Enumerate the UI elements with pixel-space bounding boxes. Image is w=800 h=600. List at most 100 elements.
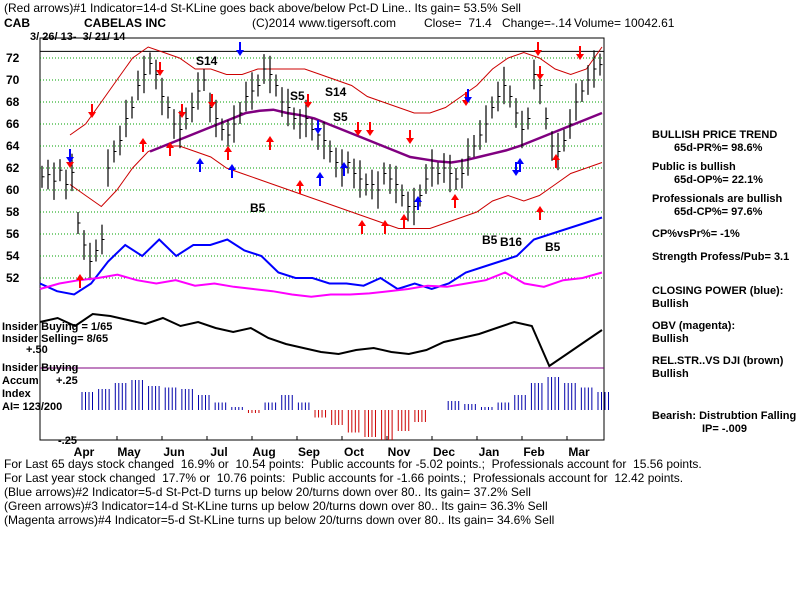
sell-arrow-icon <box>354 122 362 136</box>
buy-arrow-icon <box>296 180 304 194</box>
strength-value: Strength Profess/Pub= 3.1 <box>652 251 790 263</box>
sell-arrow-icon <box>536 66 544 80</box>
accum-label: Accum <box>2 375 39 387</box>
footer-65-day-change: For Last 65 days stock changed 16.9% or … <box>4 457 702 471</box>
indicator-2-description: (Blue arrows)#2 Indicator=5-d St-Pct-D t… <box>4 485 531 499</box>
buy-arrow-icon <box>340 162 348 176</box>
relstr-status: Bullish <box>652 368 689 380</box>
index-label: Index <box>2 388 31 400</box>
x-tick-label: Sep <box>298 445 320 459</box>
op-value: 65d-OP%= 22.1% <box>674 174 763 186</box>
buy-arrow-icon <box>196 158 204 172</box>
y-tick-label: 64 <box>6 139 20 153</box>
change-value: Change=-.14 <box>502 16 572 30</box>
buy-arrow-icon <box>228 164 236 178</box>
signal-label-s14: S14 <box>196 54 218 68</box>
sell-arrow-icon <box>178 104 186 118</box>
y-tick-label: 60 <box>6 183 20 197</box>
sell-arrow-icon <box>464 89 472 103</box>
sell-arrow-icon <box>366 122 374 136</box>
bearish-note: Bearish: Distrubtion Falling <box>652 410 797 422</box>
company-name: CABELAS INC <box>84 16 167 30</box>
x-tick-label: Feb <box>523 445 544 459</box>
ai-value: AI= 123/200 <box>2 401 63 413</box>
moving-average-line <box>149 108 603 164</box>
y-tick-label: 56 <box>6 227 20 241</box>
sell-arrow-icon <box>304 94 312 108</box>
insider-buying-count: Insider Buying = 1/65 <box>2 321 113 333</box>
close-value: Close= 71.4 <box>424 16 492 30</box>
relstr-title: REL.STR..VS DJI (brown) <box>652 355 784 367</box>
axis-label-plus25: +.25 <box>56 375 78 387</box>
sell-arrow-icon <box>236 42 244 56</box>
y-tick-label: 72 <box>6 51 20 65</box>
buy-arrow-icon <box>451 194 459 208</box>
cp-value: 65d-CP%= 97.6% <box>674 206 763 218</box>
buy-arrow-icon <box>76 274 84 288</box>
sell-arrow-icon <box>66 149 74 163</box>
axis-label-minus25: -.25 <box>58 435 77 447</box>
indicator-4-description: (Magenta arrows)#4 Indicator=5-d St-KLin… <box>4 513 555 527</box>
x-tick-label: Apr <box>74 445 95 459</box>
y-tick-label: 70 <box>6 73 20 87</box>
buy-arrow-icon <box>516 158 524 172</box>
signal-label-b16: B16 <box>500 235 522 249</box>
sell-arrow-icon <box>406 130 414 144</box>
buy-arrow-icon <box>266 136 274 150</box>
x-tick-label: May <box>117 445 141 459</box>
volume-value: Volume= 10042.61 <box>574 16 675 30</box>
buy-arrow-icon <box>139 138 147 152</box>
pros-title: Professionals are bullish <box>652 193 783 205</box>
sell-arrow-icon <box>534 42 542 56</box>
insider-buying-label: Insider Buying <box>2 362 79 374</box>
signal-label-s14: S14 <box>325 85 347 99</box>
pr-value: 65d-PR%= 98.6% <box>674 142 763 154</box>
indicator-1-description: (Red arrows)#1 Indicator=14-d St-KLine g… <box>4 1 521 15</box>
x-tick-label: Jan <box>479 445 500 459</box>
insider-selling-count: Insider Selling= 8/65 <box>2 333 109 345</box>
x-tick-label: Jun <box>163 445 184 459</box>
obv-title: OBV (magenta): <box>652 320 736 332</box>
public-title: Public is bullish <box>652 161 736 173</box>
x-tick-label: Nov <box>388 445 411 459</box>
upper-band-line <box>69 46 603 136</box>
y-tick-label: 52 <box>6 271 20 285</box>
buy-arrow-icon <box>536 206 544 220</box>
signal-label-s5: S5 <box>290 89 305 103</box>
obv-status: Bullish <box>652 333 689 345</box>
buy-arrow-icon <box>414 196 422 210</box>
footer-year-change: For Last year stock changed 17.7% or 10.… <box>4 471 684 485</box>
buy-arrow-icon <box>166 142 174 156</box>
cpvspr-value: CP%vsPr%= -1% <box>652 228 740 240</box>
copyright: (C)2014 www.tigersoft.com <box>252 16 397 30</box>
axis-label-plus50: +.50 <box>26 344 48 356</box>
buy-arrow-icon <box>316 172 324 186</box>
signal-label-b5: B5 <box>545 240 561 254</box>
buy-arrow-icon <box>358 220 366 234</box>
x-tick-label: Oct <box>344 445 364 459</box>
y-tick-label: 62 <box>6 161 20 175</box>
y-tick-label: 68 <box>6 95 20 109</box>
sell-arrow-icon <box>156 62 164 76</box>
sell-arrow-icon <box>88 104 96 118</box>
date-range: 3/ 26/ 13- 3/ 21/ 14 <box>30 31 126 43</box>
indicator-3-description: (Green arrows)#3 Indicator=14-d St-KLine… <box>4 499 548 513</box>
buy-arrow-icon <box>552 154 560 168</box>
x-tick-label: Dec <box>433 445 455 459</box>
sell-arrow-icon <box>314 120 322 134</box>
obv-line <box>39 271 603 298</box>
x-tick-label: Jul <box>210 445 227 459</box>
closing-power-line <box>39 216 603 296</box>
buy-arrow-icon <box>224 146 232 160</box>
x-tick-label: Aug <box>252 445 275 459</box>
signal-label-b5: B5 <box>250 201 266 215</box>
y-tick-label: 54 <box>6 249 20 263</box>
chart-frame <box>39 37 605 441</box>
sell-arrow-icon <box>512 162 520 176</box>
signal-label-s5: S5 <box>333 110 348 124</box>
ticker-symbol: CAB <box>4 16 30 30</box>
sell-arrow-icon <box>576 46 584 60</box>
sell-arrow-icon <box>208 94 216 108</box>
relative-strength-line <box>39 312 603 368</box>
